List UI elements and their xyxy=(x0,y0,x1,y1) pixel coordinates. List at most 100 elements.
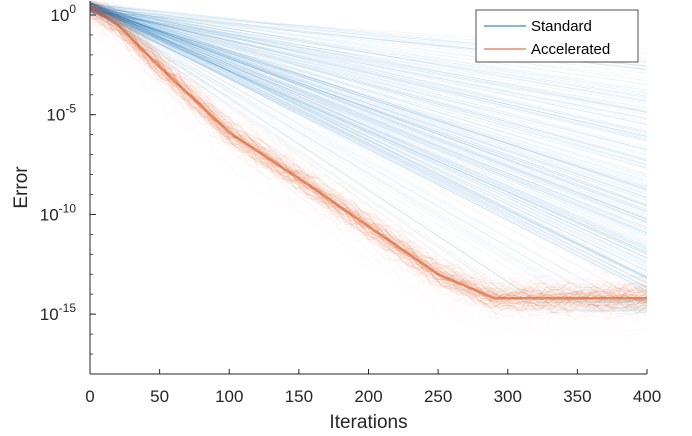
accelerated-run-line xyxy=(90,13,647,310)
standard-run-line xyxy=(90,8,647,162)
standard-run-line xyxy=(90,9,647,306)
standard-run-line xyxy=(90,9,647,253)
standard-run-line xyxy=(90,9,647,209)
standard-run-line xyxy=(90,11,647,304)
accelerated-run-line xyxy=(90,12,647,310)
standard-run-line xyxy=(90,7,647,137)
standard-run-line xyxy=(90,11,647,113)
accelerated-run-line xyxy=(93,1,647,289)
standard-run-line xyxy=(90,9,647,79)
accelerated-run-line xyxy=(90,2,647,299)
accelerated-run-line xyxy=(123,1,647,279)
accelerated-run-line xyxy=(90,17,647,312)
standard-run-line xyxy=(90,6,647,247)
standard-run-line xyxy=(90,6,647,113)
standard-run-line xyxy=(90,3,647,195)
accelerated-run-line xyxy=(90,1,647,293)
standard-run-line xyxy=(90,1,647,247)
standard-run-line xyxy=(90,3,647,284)
standard-run-line xyxy=(90,10,647,234)
x-tick-label: 250 xyxy=(424,387,452,406)
standard-run-line xyxy=(90,8,647,97)
standard-run-line xyxy=(90,8,647,288)
standard-run-line xyxy=(90,4,647,149)
standard-run-line xyxy=(90,4,647,243)
standard-run-line xyxy=(90,2,647,197)
standard-run-line xyxy=(90,3,647,165)
accelerated-run-line xyxy=(90,9,647,309)
standard-run-line xyxy=(90,3,647,194)
standard-run-line xyxy=(90,1,647,254)
standard-run-line xyxy=(90,9,647,112)
standard-run-line xyxy=(90,4,647,232)
standard-run-line xyxy=(90,3,647,142)
standard-run-line xyxy=(90,8,647,98)
accelerated-run-line xyxy=(90,15,647,313)
standard-run-line xyxy=(90,5,647,238)
x-tick-label: 100 xyxy=(215,387,243,406)
accelerated-run-line xyxy=(90,10,647,309)
standard-run-line xyxy=(90,3,647,213)
accelerated-run-line xyxy=(90,1,647,298)
standard-run-line xyxy=(90,1,647,302)
standard-run-line xyxy=(90,6,647,249)
standard-run-line xyxy=(90,3,647,231)
series-accelerated xyxy=(90,1,647,339)
standard-run-line xyxy=(90,8,647,175)
standard-run-line xyxy=(90,6,647,223)
accelerated-run-line xyxy=(95,1,647,296)
standard-run-line xyxy=(90,4,647,111)
standard-run-line xyxy=(90,5,647,275)
standard-run-line xyxy=(90,3,647,192)
standard-run-line xyxy=(90,9,647,133)
standard-run-line xyxy=(90,3,647,178)
standard-run-line xyxy=(90,6,647,187)
accelerated-run-line xyxy=(90,6,647,301)
standard-run-line xyxy=(90,7,647,140)
standard-run-line xyxy=(90,8,647,292)
standard-run-line xyxy=(90,5,647,236)
standard-run-line xyxy=(90,2,647,253)
accelerated-run-line xyxy=(90,1,647,301)
standard-run-line xyxy=(90,9,647,89)
standard-run-line xyxy=(90,4,647,259)
standard-run-line xyxy=(90,8,647,184)
standard-run-line xyxy=(90,2,647,249)
standard-run-line xyxy=(90,11,647,312)
standard-run-line xyxy=(90,4,647,220)
standard-run-line xyxy=(90,7,647,125)
accelerated-run-line xyxy=(90,41,647,339)
standard-run-line xyxy=(90,8,647,206)
standard-run-line xyxy=(90,3,647,126)
accelerated-run-line xyxy=(90,15,647,313)
standard-run-line xyxy=(90,3,647,222)
standard-run-line xyxy=(90,11,647,150)
accelerated-run-line xyxy=(90,5,647,306)
standard-run-line xyxy=(90,6,647,202)
standard-run-line xyxy=(90,8,647,137)
standard-run-line xyxy=(90,8,647,289)
standard-run-line xyxy=(90,11,647,142)
standard-run-line xyxy=(90,11,647,169)
accelerated-run-line xyxy=(98,1,647,290)
standard-run-line xyxy=(90,7,647,284)
standard-run-line xyxy=(90,2,647,191)
standard-run-line xyxy=(90,10,647,281)
standard-run-line xyxy=(90,2,647,91)
standard-run-line xyxy=(90,8,647,185)
accelerated-run-line xyxy=(90,13,647,313)
accelerated-run-line xyxy=(90,1,647,300)
standard-run-line xyxy=(90,5,647,312)
standard-run-line xyxy=(90,2,647,279)
standard-run-line xyxy=(90,4,647,85)
standard-run-line xyxy=(90,5,647,255)
standard-run-line xyxy=(90,8,647,195)
accelerated-run-line xyxy=(90,13,647,316)
standard-run-line xyxy=(90,5,647,167)
standard-run-line xyxy=(90,3,647,234)
standard-run-line xyxy=(90,6,647,190)
standard-run-line xyxy=(90,4,647,283)
standard-run-line xyxy=(90,8,647,310)
standard-run-line xyxy=(90,1,647,272)
standard-run-line xyxy=(90,3,647,156)
